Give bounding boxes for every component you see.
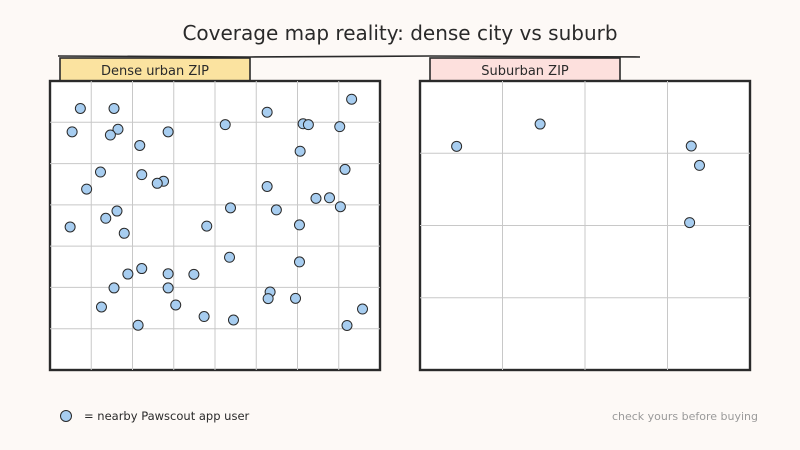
user-dot	[262, 293, 274, 305]
user-dot	[225, 202, 237, 214]
user-dot	[334, 201, 346, 213]
user-dot	[339, 163, 351, 175]
user-dot	[162, 268, 174, 280]
user-dot	[188, 268, 200, 280]
title-underline	[57, 55, 641, 58]
user-dot	[201, 220, 213, 232]
user-dot	[64, 221, 76, 233]
user-dot	[293, 219, 305, 231]
user-dot	[112, 123, 124, 135]
user-dot	[451, 140, 463, 152]
user-dot	[74, 102, 86, 114]
user-dot	[261, 106, 273, 118]
legend-dot-icon	[60, 410, 72, 422]
user-dots	[451, 118, 706, 229]
panel-dense-urban: Dense urban ZIP	[48, 57, 382, 372]
user-dot	[685, 140, 697, 152]
user-dot	[219, 119, 231, 131]
user-dot	[684, 217, 696, 229]
user-dot	[162, 126, 174, 138]
user-dot	[310, 192, 322, 204]
user-dot	[136, 169, 148, 181]
user-dot	[94, 166, 106, 178]
user-dot	[108, 282, 120, 294]
user-dot	[95, 301, 107, 313]
user-dot	[132, 319, 144, 331]
user-dot	[302, 119, 314, 131]
user-dot	[81, 183, 93, 195]
panel-label: Dense urban ZIP	[101, 64, 209, 79]
user-dot	[290, 292, 302, 304]
user-dot	[134, 139, 146, 151]
user-dot	[224, 251, 236, 263]
user-dot	[170, 299, 182, 311]
footnote: check yours before buying	[612, 410, 758, 423]
user-dot	[108, 102, 120, 114]
user-dot	[66, 126, 78, 138]
user-dot	[261, 180, 273, 192]
user-dot	[151, 177, 163, 189]
user-dot	[227, 314, 239, 326]
panel-suburban: Suburban ZIP	[418, 57, 752, 372]
user-dots	[64, 93, 369, 331]
user-dot	[111, 205, 123, 217]
legend-label: = nearby Pawscout app user	[84, 409, 250, 423]
user-dot	[104, 129, 116, 141]
user-dot	[162, 282, 174, 294]
panel-label: Suburban ZIP	[481, 64, 569, 79]
user-dot	[294, 145, 306, 157]
user-dot	[122, 268, 134, 280]
user-dot	[136, 263, 148, 275]
user-dot	[334, 121, 346, 133]
user-dot	[270, 204, 282, 216]
legend: = nearby Pawscout app user	[60, 409, 250, 423]
user-dot	[346, 93, 358, 105]
user-dot	[198, 311, 210, 323]
user-dot	[324, 192, 336, 204]
user-dot	[293, 256, 305, 268]
user-dot	[357, 303, 369, 315]
user-dot	[694, 159, 706, 171]
user-dot	[100, 212, 112, 224]
user-dot	[534, 118, 546, 130]
map-grid	[420, 81, 750, 370]
user-dot	[341, 319, 353, 331]
diagram-title: Coverage map reality: dense city vs subu…	[182, 21, 617, 45]
user-dot	[118, 227, 130, 239]
